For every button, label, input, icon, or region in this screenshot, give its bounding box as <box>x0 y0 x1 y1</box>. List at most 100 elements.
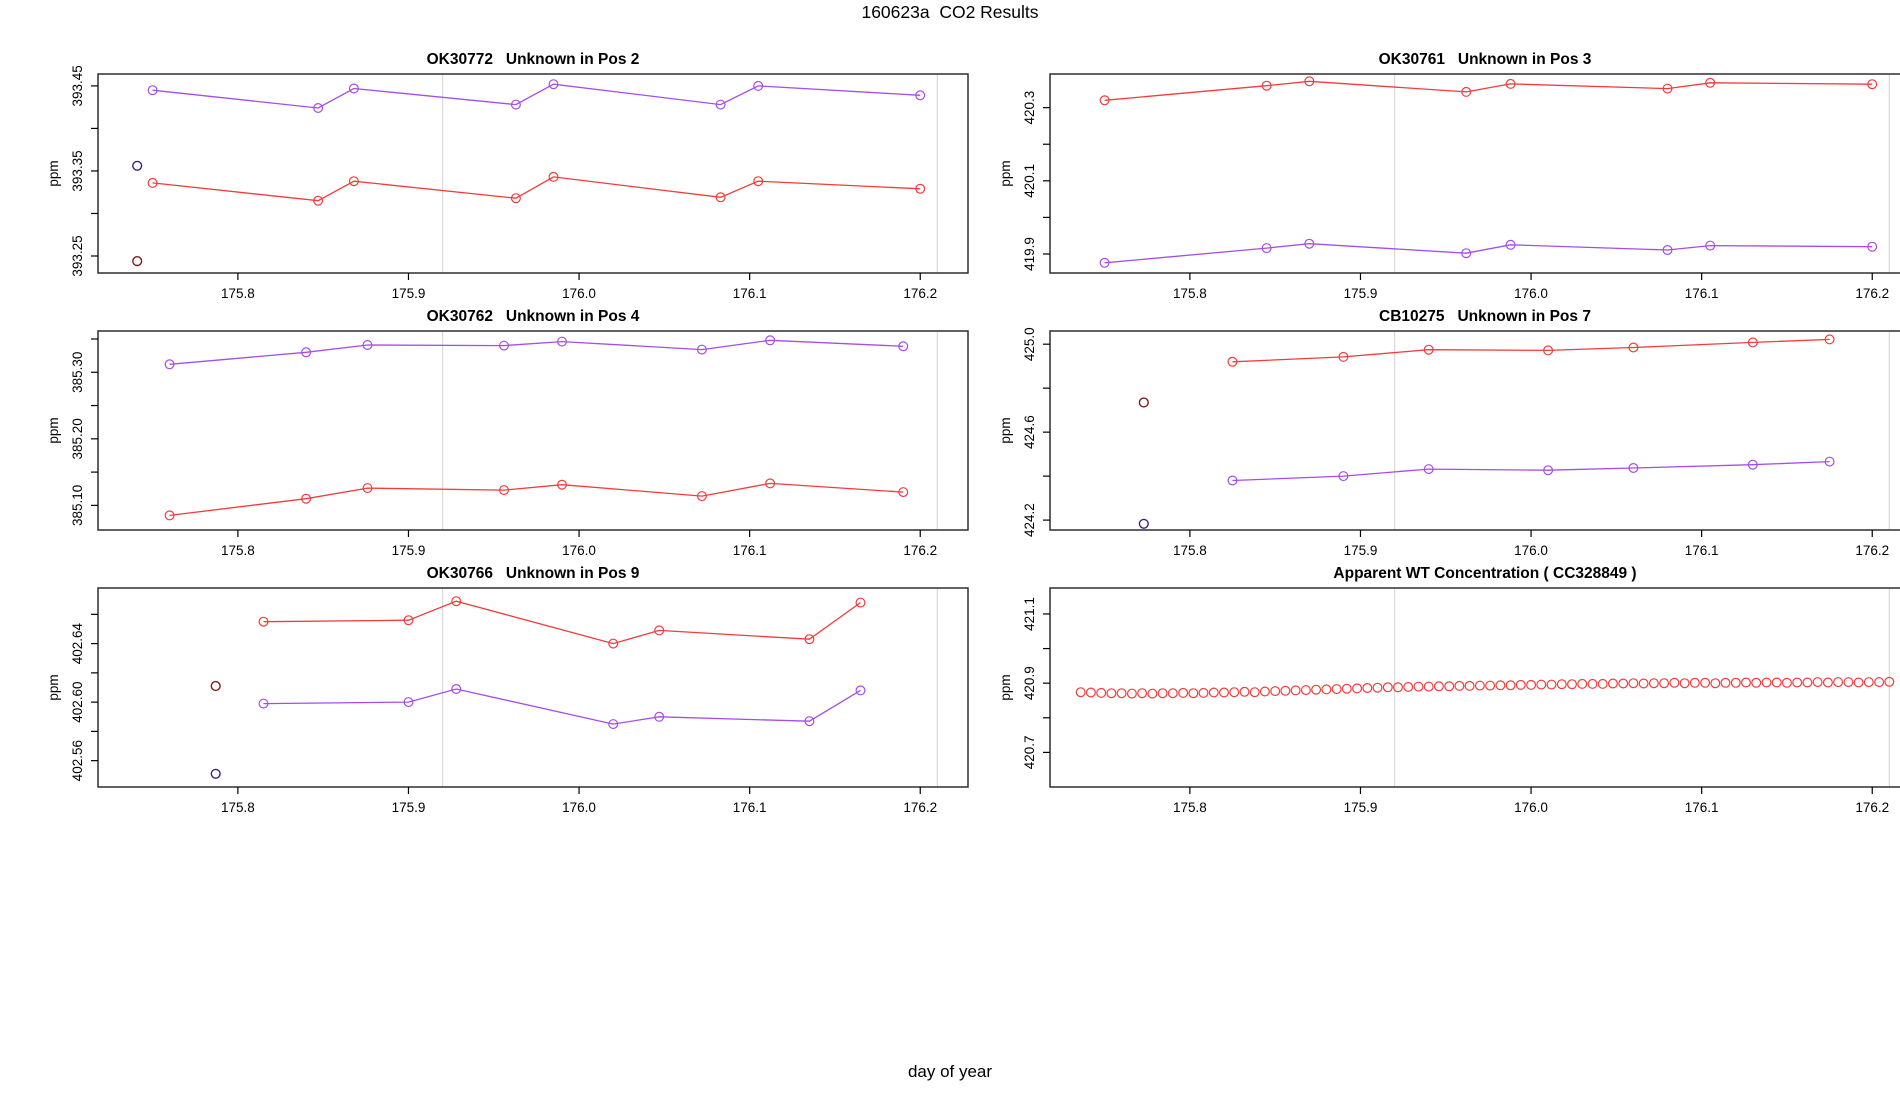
series-red-marker <box>1423 344 1434 355</box>
series-red-line <box>1104 80 1873 101</box>
series-purple-marker <box>548 79 559 90</box>
series-red-marker <box>1884 676 1895 687</box>
series-red-marker <box>1249 687 1260 698</box>
x-tick-label: 176.2 <box>903 800 937 815</box>
plot-box <box>97 330 969 531</box>
series-red-marker <box>362 483 373 494</box>
y-tick-label: 420.3 <box>1022 91 1037 125</box>
y-axis-label: ppm <box>998 674 1013 700</box>
series-purple-line <box>1104 243 1873 264</box>
series-red-marker <box>1822 677 1833 688</box>
series-red-marker <box>1085 687 1096 698</box>
series-purple-marker <box>855 685 866 696</box>
series-red-marker <box>1867 79 1878 90</box>
series-purple-marker <box>804 716 815 727</box>
x-tick-label: 176.1 <box>1685 800 1719 815</box>
x-tick-label: 176.1 <box>733 543 767 558</box>
x-tick-label: 175.9 <box>1344 543 1378 558</box>
series-red-marker <box>1505 78 1516 89</box>
series-red-marker <box>1126 688 1137 699</box>
plot-box <box>1049 330 1900 531</box>
panel-title: OK30766 Unknown in Pos 9 <box>427 565 640 582</box>
series-red-marker <box>1543 345 1554 356</box>
panel-ok30766-plot: OK30766 Unknown in Pos 9 ppm 402.56 402.60 4… <box>46 565 969 815</box>
series-red-marker <box>348 176 359 187</box>
series-purple-line <box>169 339 904 365</box>
series-red-marker <box>1747 337 1758 348</box>
x-tick-label: 176.0 <box>1514 800 1548 815</box>
series-purple-marker <box>608 719 619 730</box>
series-red-marker <box>1413 681 1424 692</box>
x-tick-label: 175.8 <box>1173 543 1207 558</box>
series-purple-marker <box>451 684 462 695</box>
panel-ok30762-plot: OK30762 Unknown in Pos 4 ppm 385.10 385.20 3… <box>46 308 969 558</box>
series-red-marker <box>915 183 926 194</box>
series-red-marker <box>1730 677 1741 688</box>
series-purple-line <box>263 688 861 725</box>
series-red-marker <box>1710 678 1721 689</box>
series-purple-marker <box>1461 248 1472 259</box>
series-red-marker <box>1802 677 1813 688</box>
series-purple-marker <box>715 99 726 110</box>
series-purple-marker <box>1423 464 1434 475</box>
series-red-marker <box>1464 680 1475 691</box>
series-purple-marker <box>654 711 665 722</box>
panel-title: OK30762 Unknown in Pos 4 <box>427 308 640 325</box>
panel-ok30762-pos4: OK30762 Unknown in Pos 4 ppm 385.10 385.20 3… <box>40 299 990 584</box>
y-axis-label: ppm <box>46 674 61 700</box>
series-purple-marker <box>258 698 269 709</box>
series-red-marker <box>1792 677 1803 688</box>
panel-title: OK30772 Unknown in Pos 2 <box>427 51 640 68</box>
series-purple-marker <box>696 344 707 355</box>
series-red-marker <box>1648 678 1659 689</box>
x-tick-label: 175.8 <box>1173 286 1207 301</box>
series-red-marker <box>1157 688 1168 699</box>
outlier-point-darkblue <box>210 768 221 779</box>
series-purple-marker <box>1227 475 1238 486</box>
series-red-marker <box>1393 682 1404 693</box>
series-red-marker <box>1740 677 1751 688</box>
series-red-marker <box>1433 681 1444 692</box>
series-purple-marker <box>753 80 764 91</box>
series-red-marker <box>1270 686 1281 697</box>
outlier-point-darkblue <box>132 160 143 171</box>
plot-box <box>97 73 969 274</box>
series-red-marker <box>1290 685 1301 696</box>
series-red-marker <box>1833 677 1844 688</box>
series-red-marker <box>1096 687 1107 698</box>
series-red-marker <box>1853 677 1864 688</box>
series-purple-marker <box>362 339 373 350</box>
series-purple-marker <box>1628 463 1639 474</box>
x-tick-label: 175.9 <box>392 800 426 815</box>
y-tick-label: 421.1 <box>1022 597 1037 631</box>
series-red-marker <box>1843 677 1854 688</box>
series-red-marker <box>1167 688 1178 699</box>
series-red-marker <box>1208 687 1219 698</box>
series-red-marker <box>1662 83 1673 94</box>
x-tick-label: 175.8 <box>221 286 255 301</box>
series-purple-marker <box>301 347 312 358</box>
series-purple-marker <box>1543 465 1554 476</box>
series-red-marker <box>1461 86 1472 97</box>
y-tick-label: 419.9 <box>1022 237 1037 271</box>
panel-cb10275-plot: CB10275 Unknown in Pos 7 ppm 424.2 424.6 425… <box>998 308 1900 558</box>
x-tick-label: 176.0 <box>562 800 596 815</box>
series-red-marker <box>1505 680 1516 691</box>
series-red-marker <box>753 176 764 187</box>
series-red-marker <box>1338 351 1349 362</box>
series-red-marker <box>1485 680 1496 691</box>
series-purple-marker <box>915 90 926 101</box>
series-red-marker <box>313 195 324 206</box>
series-red-marker <box>1607 678 1618 689</box>
series-red-marker <box>451 596 462 607</box>
x-tick-label: 175.9 <box>392 286 426 301</box>
series-red-marker <box>1116 688 1127 699</box>
series-red-marker <box>1311 684 1322 695</box>
series-red-marker <box>1219 687 1230 698</box>
series-purple-line <box>152 83 921 109</box>
y-tick-label: 402.60 <box>70 681 85 722</box>
plot-box <box>97 587 969 788</box>
plot-box <box>1049 587 1900 788</box>
series-red-marker <box>855 597 866 608</box>
